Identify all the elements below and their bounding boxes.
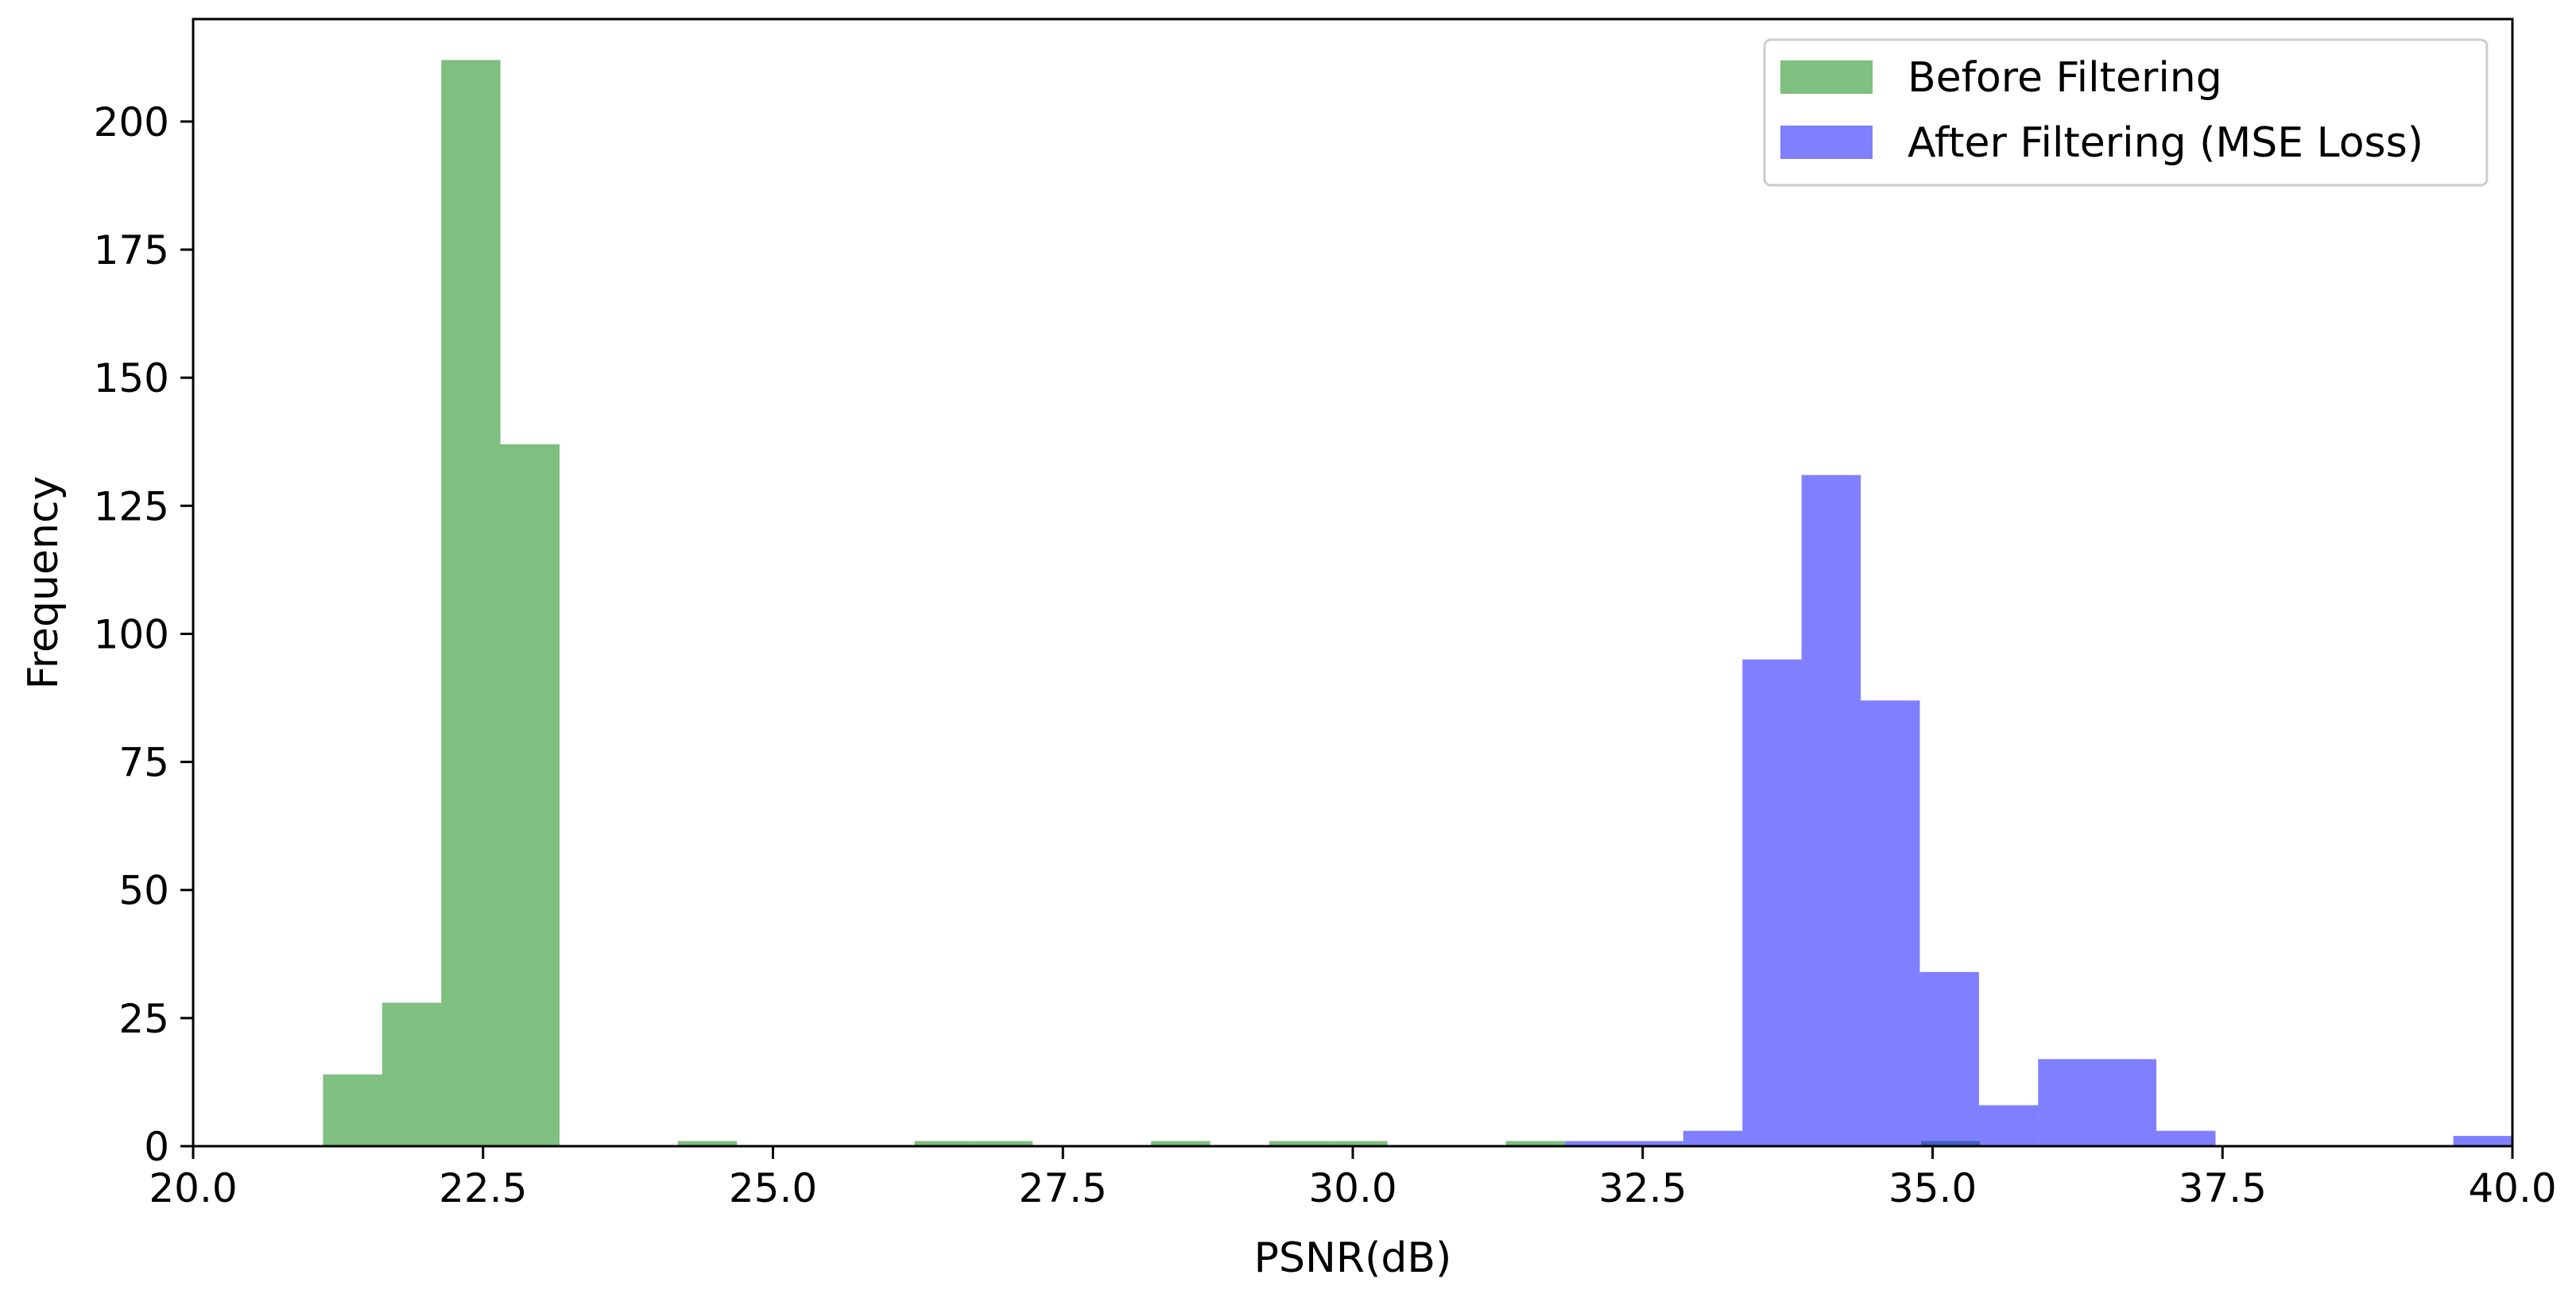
- y-tick-label: 25: [118, 996, 169, 1042]
- histogram-bar-series-1-bin-1: [1624, 1141, 1683, 1146]
- y-tick-label: 175: [94, 227, 169, 273]
- histogram-bar-series-1-bin-10: [2156, 1130, 2216, 1146]
- legend-box: [1763, 38, 2489, 187]
- legend-swatch-after-filtering: [1780, 126, 1873, 159]
- histogram-bar-series-1-bin-9: [2097, 1059, 2157, 1146]
- y-axis-title: Frequency: [20, 476, 68, 690]
- x-axis-title: PSNR(dB): [1254, 1234, 1452, 1282]
- histogram-bars: [323, 60, 2512, 1146]
- x-tick-label: 27.5: [1019, 1165, 1107, 1211]
- histogram-bar-series-0-bin-2: [441, 60, 501, 1146]
- x-tick-label: 32.5: [1598, 1165, 1687, 1211]
- axis-ticks: 20.0 22.5 25.0 27.5 30.0 32.5 35.0 37.5 40.0 0 25 5…: [94, 99, 2557, 1211]
- x-tick-label: 30.0: [1308, 1165, 1396, 1211]
- legend: Before Filtering After Filtering (MSE Lo…: [1763, 38, 2489, 187]
- histogram-bar-series-1-bin-4: [1801, 475, 1861, 1146]
- histogram-bar-series-1-bin-2: [1683, 1130, 1743, 1146]
- histogram-bar-series-0-bin-10: [1505, 1141, 1565, 1146]
- x-tick-label: 20.0: [149, 1165, 237, 1211]
- plot-frame: [192, 17, 2514, 1148]
- histogram-bar-series-0-bin-3: [500, 444, 560, 1146]
- y-tick-label: 0: [144, 1124, 169, 1170]
- y-tick-label: 50: [118, 868, 169, 914]
- histogram-bar-series-1-bin-0: [1565, 1141, 1625, 1146]
- histogram-bar-series-1-bin-3: [1742, 659, 1802, 1146]
- histogram-bar-series-0-bin-0: [323, 1074, 382, 1146]
- histogram-bar-series-0-bin-1: [382, 1002, 442, 1146]
- x-tick-label: 22.5: [439, 1165, 527, 1211]
- y-tick-label: 100: [94, 611, 169, 657]
- y-tick-label: 75: [118, 740, 169, 786]
- histogram-bar-series-0-bin-8: [1269, 1141, 1329, 1146]
- x-tick-label: 25.0: [729, 1165, 817, 1211]
- histogram-bar-series-1-bin-11: [2453, 1136, 2512, 1146]
- legend-swatch-before-filtering: [1780, 60, 1873, 94]
- histogram-bar-series-0-bin-6: [973, 1141, 1033, 1146]
- histogram-bar-series-0-bin-7: [1151, 1141, 1211, 1146]
- x-tick-label: 35.0: [1888, 1165, 1977, 1211]
- histogram-bar-series-0-bin-9: [1328, 1141, 1388, 1146]
- histogram-bar-series-1-bin-6: [1919, 971, 1979, 1146]
- histogram-bar-series-1-bin-7: [1978, 1105, 2039, 1146]
- histogram-bar-series-0-bin-4: [677, 1141, 738, 1146]
- histogram-bar-series-0-bin-5: [914, 1141, 974, 1146]
- y-tick-label: 150: [94, 355, 169, 401]
- histogram-bar-series-1-bin-8: [2038, 1059, 2098, 1146]
- y-tick-label: 125: [94, 483, 169, 529]
- legend-label-before-filtering: Before Filtering: [1908, 54, 2222, 102]
- x-tick-label: 40.0: [2468, 1165, 2556, 1211]
- histogram-bar-series-1-bin-5: [1861, 700, 1920, 1146]
- legend-label-after-filtering: After Filtering (MSE Loss): [1908, 119, 2423, 167]
- x-tick-label: 37.5: [2179, 1165, 2267, 1211]
- y-tick-label: 200: [94, 99, 169, 145]
